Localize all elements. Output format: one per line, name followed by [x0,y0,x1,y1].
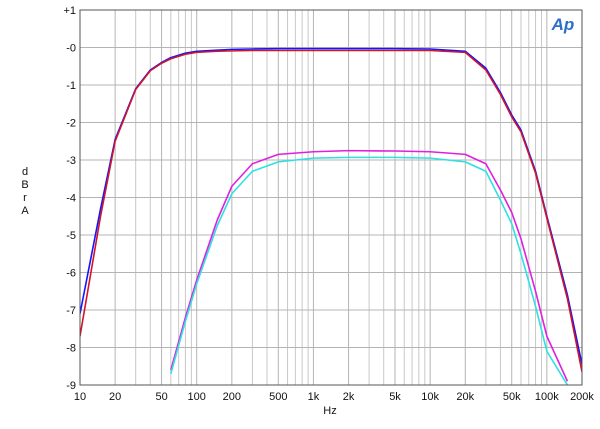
plot-border [79,9,583,386]
logo: Ap [551,15,575,34]
y-tick-label: -0 [66,43,76,55]
x-tick-label: 2k [343,391,355,403]
y-tick-label: -4 [66,193,76,205]
x-tick-label: 50k [503,391,521,403]
x-axis-label: Hz [323,405,336,417]
x-tick-label: 10 [74,391,86,403]
data-line [170,149,569,382]
x-tick-label: 200k [570,391,594,403]
x-tick-label: 20k [456,391,474,403]
data-line [80,49,582,373]
y-tick-label: -8 [66,343,76,355]
y-tick-label: -9 [66,380,76,392]
x-tick-label: 1k [308,391,320,403]
x-tick-label: 100k [535,391,559,403]
data-line [170,156,569,385]
y-tick-label: -2 [66,118,76,130]
y-tick-label: +1 [63,5,76,17]
y-tick-label: -3 [66,155,76,167]
y-tick-label: -1 [66,80,76,92]
y-tick-label: -6 [66,268,76,280]
y-tick-label: -7 [66,305,76,317]
y-axis-label: dBr A [21,166,29,217]
x-tick-label: 20 [109,391,121,403]
x-tick-label: 100 [188,391,206,403]
y-tick-label: -5 [66,230,76,242]
x-tick-label: 500 [269,391,287,403]
x-tick-label: 10k [421,391,439,403]
x-tick-label: 5k [389,391,401,403]
x-tick-label: 200 [223,391,241,403]
x-tick-label: 50 [155,391,167,403]
